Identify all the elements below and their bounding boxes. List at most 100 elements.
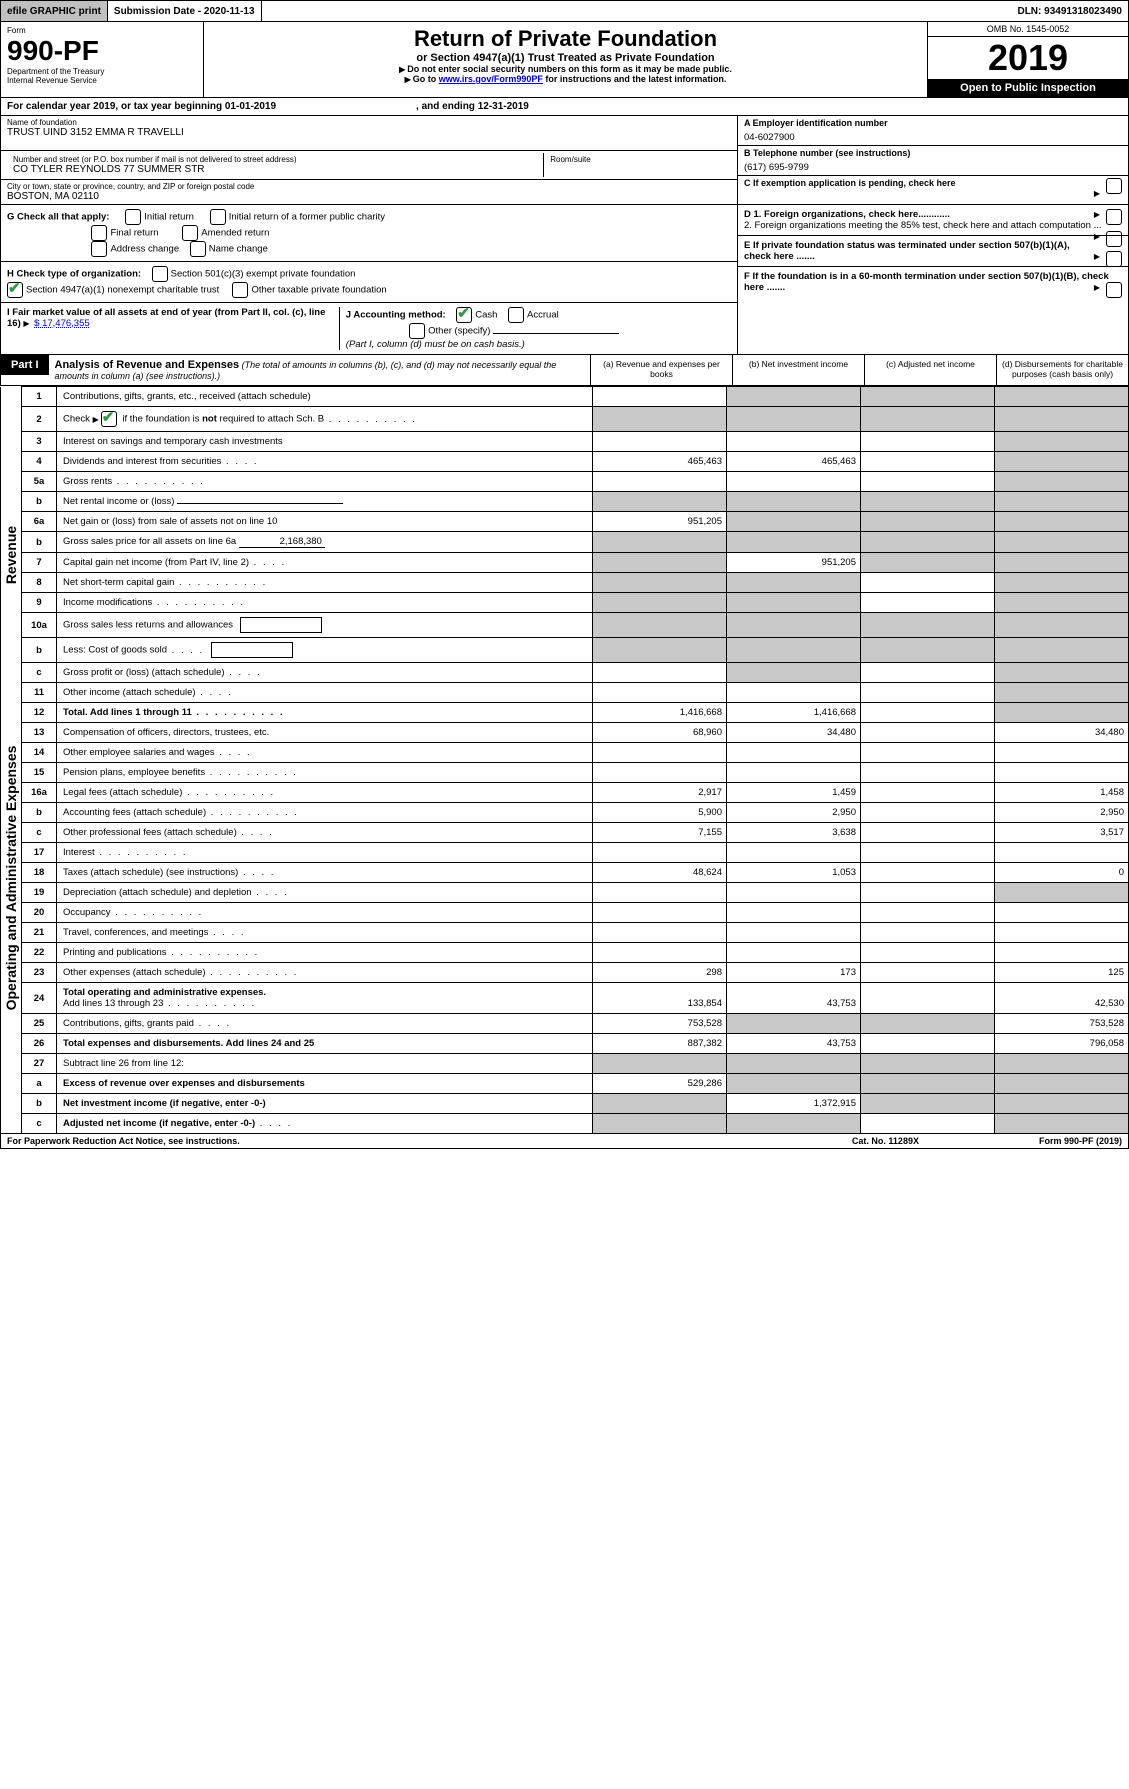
rental-input[interactable] <box>177 503 343 504</box>
checkbox-f[interactable] <box>1106 282 1122 298</box>
h-label: H Check type of organization: <box>7 269 141 280</box>
cell-d <box>995 703 1129 723</box>
checkbox-4947[interactable] <box>7 282 23 298</box>
cell-d <box>995 663 1129 683</box>
arrow-icon <box>1094 209 1102 220</box>
cell-b <box>727 923 861 943</box>
cell-a <box>593 743 727 763</box>
tax-year: 2019 <box>928 37 1128 79</box>
checkbox-e[interactable] <box>1106 251 1122 267</box>
checkbox-initial-former[interactable] <box>210 209 226 225</box>
instr-link[interactable]: www.irs.gov/Form990PF <box>439 74 543 84</box>
cell-d <box>995 683 1129 703</box>
table-row: cAdjusted net income (if negative, enter… <box>1 1114 1129 1134</box>
cell-d <box>995 943 1129 963</box>
cell-b <box>727 512 861 532</box>
checkbox-name-change[interactable] <box>190 241 206 257</box>
cell-b <box>727 903 861 923</box>
checkbox-cash[interactable] <box>456 307 472 323</box>
cell-b <box>727 573 861 593</box>
checkbox-initial[interactable] <box>125 209 141 225</box>
cell-c <box>861 492 995 512</box>
cell-d: 34,480 <box>995 723 1129 743</box>
row-desc: Travel, conferences, and meetings <box>57 923 593 943</box>
row-desc: Income modifications <box>57 593 593 613</box>
cell-b <box>727 593 861 613</box>
sales-input[interactable] <box>240 617 322 633</box>
checkbox-d2[interactable] <box>1106 231 1122 247</box>
checkbox-other-tax[interactable] <box>232 282 248 298</box>
cell-d <box>995 432 1129 452</box>
cell-a: 887,382 <box>593 1034 727 1054</box>
cal-end: 12-31-2019 <box>478 101 529 112</box>
j-cash: Cash <box>475 310 497 321</box>
row-desc: Check if the foundation is not required … <box>57 407 593 432</box>
cell-d: 125 <box>995 963 1129 983</box>
checks-section: G Check all that apply: Initial return I… <box>0 205 1129 355</box>
row-desc: Other expenses (attach schedule) <box>57 963 593 983</box>
cell-d <box>995 1114 1129 1134</box>
row-desc: Interest on savings and temporary cash i… <box>57 432 593 452</box>
city-label: City or town, state or province, country… <box>7 182 731 191</box>
cell-d: 3,517 <box>995 823 1129 843</box>
cell-c <box>861 703 995 723</box>
table-row: 18Taxes (attach schedule) (see instructi… <box>1 863 1129 883</box>
cell-a <box>593 638 727 663</box>
cell-c <box>861 638 995 663</box>
cell-a: 753,528 <box>593 1014 727 1034</box>
table-row: 27Subtract line 26 from line 12: <box>1 1054 1129 1074</box>
checkbox-other-method[interactable] <box>409 323 425 339</box>
row-desc: Legal fees (attach schedule) <box>57 783 593 803</box>
form-subtitle: or Section 4947(a)(1) Trust Treated as P… <box>210 52 921 64</box>
table-row: 20Occupancy <box>1 903 1129 923</box>
row-desc: Contributions, gifts, grants, etc., rece… <box>57 387 593 407</box>
cell-c <box>861 663 995 683</box>
cell-a <box>593 1054 727 1074</box>
col-d-header: (d) Disbursements for charitable purpose… <box>996 355 1128 385</box>
gross-sales-input[interactable]: 2,168,380 <box>239 536 325 548</box>
arrow-icon <box>23 318 31 329</box>
row-desc: Interest <box>57 843 593 863</box>
checkbox-c[interactable] <box>1106 178 1122 194</box>
dln-label: DLN: 93491318023490 <box>1011 1 1128 21</box>
cal-prefix: For calendar year 2019, or tax year begi… <box>7 101 225 112</box>
checkbox-final[interactable] <box>91 225 107 241</box>
cell-a <box>593 1114 727 1134</box>
part1-header: Part I Analysis of Revenue and Expenses … <box>0 355 1129 386</box>
checkbox-d1[interactable] <box>1106 209 1122 225</box>
checkbox-addr-change[interactable] <box>91 241 107 257</box>
cell-b <box>727 613 861 638</box>
instr-1: Do not enter social security numbers on … <box>407 64 732 74</box>
cell-d <box>995 923 1129 943</box>
cell-c <box>861 743 995 763</box>
cell-b: 34,480 <box>727 723 861 743</box>
row-desc: Taxes (attach schedule) (see instruction… <box>57 863 593 883</box>
row-num: b <box>22 638 57 663</box>
table-row: 26Total expenses and disbursements. Add … <box>1 1034 1129 1054</box>
cell-a <box>593 843 727 863</box>
cell-d: 796,058 <box>995 1034 1129 1054</box>
cell-d <box>995 452 1129 472</box>
checkbox-501c3[interactable] <box>152 266 168 282</box>
row-num: 24 <box>22 983 57 1014</box>
table-row: 16aLegal fees (attach schedule)2,9171,45… <box>1 783 1129 803</box>
checkbox-accrual[interactable] <box>508 307 524 323</box>
i-value[interactable]: $ 17,476,355 <box>34 318 89 329</box>
row-desc: Excess of revenue over expenses and disb… <box>57 1074 593 1094</box>
cal-mid: , and ending <box>416 101 478 112</box>
checkbox-sch-b[interactable] <box>101 411 117 427</box>
cogs-input[interactable] <box>211 642 293 658</box>
footer-form: Form 990-PF (2019) <box>1039 1136 1122 1146</box>
cell-d <box>995 763 1129 783</box>
row-num: a <box>22 1074 57 1094</box>
form-header-center: Return of Private Foundation or Section … <box>204 22 927 97</box>
cell-c <box>861 763 995 783</box>
checkbox-amended[interactable] <box>182 225 198 241</box>
table-row: 22Printing and publications <box>1 943 1129 963</box>
cell-a: 133,854 <box>593 983 727 1014</box>
ein-value: 04-6027900 <box>744 128 1122 143</box>
h-4947: Section 4947(a)(1) nonexempt charitable … <box>26 285 219 296</box>
other-specify-input[interactable] <box>493 333 619 334</box>
cell-a <box>593 407 727 432</box>
top-header-bar: efile GRAPHIC print Submission Date - 20… <box>0 0 1129 22</box>
